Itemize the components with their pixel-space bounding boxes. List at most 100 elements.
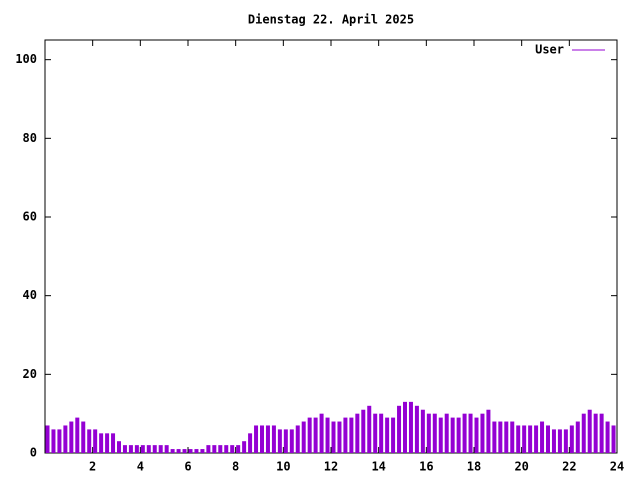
x-tick-label: 20 [514,460,528,474]
bar [355,413,360,453]
bar [57,429,62,453]
bar [361,409,366,453]
bar [182,449,187,453]
bar [218,445,223,453]
y-tick-label: 40 [23,288,37,302]
bar [450,417,455,453]
bar [122,445,127,453]
bar [510,421,515,453]
bar [128,445,133,453]
y-tick-label: 0 [30,446,37,460]
y-tick-label: 80 [23,131,37,145]
bar [146,445,151,453]
bar [462,413,467,453]
bar [593,413,598,453]
bar [575,421,580,453]
x-tick-label: 2 [89,460,96,474]
bar [516,425,521,453]
bar [438,417,443,453]
y-tick-label: 60 [23,210,37,224]
bar [212,445,217,453]
bar [480,413,485,453]
y-tick-label: 100 [15,52,37,66]
bar [81,421,86,453]
x-tick-label: 12 [324,460,338,474]
bar [194,449,199,453]
bar [51,429,56,453]
bar [373,413,378,453]
x-tick-label: 8 [232,460,239,474]
bar [546,425,550,453]
bar [367,405,372,453]
bar [319,413,324,453]
bar [426,413,431,453]
x-tick-label: 22 [562,460,576,474]
bar [170,449,175,453]
bar [254,425,259,453]
bar [313,417,318,453]
bar [134,445,139,453]
x-tick-label: 4 [137,460,144,474]
bar [403,401,407,453]
bar [277,429,282,453]
bar [498,421,503,453]
bar [534,425,539,453]
bar [611,425,616,453]
bar [551,429,556,453]
bar [93,429,98,453]
bar [188,449,193,453]
x-tick-label: 14 [371,460,385,474]
bar [587,409,592,453]
bar [158,445,163,453]
bar [486,409,491,453]
bar [75,417,80,453]
bar [200,449,205,453]
bar [337,421,342,453]
bar [307,417,312,453]
bar [569,425,574,453]
bar [563,429,568,453]
bar [379,413,384,453]
x-tick-label: 18 [467,460,481,474]
bar [468,413,473,453]
bar [540,421,545,453]
x-tick-label: 6 [184,460,191,474]
bar [111,433,116,453]
bar [599,413,604,453]
bar [391,417,396,453]
x-tick-label: 16 [419,460,433,474]
legend-label: User [535,43,564,57]
bar [289,429,294,453]
bar [432,413,437,453]
bar [87,429,92,453]
bar [408,401,413,453]
bar [283,429,288,453]
bar [343,417,348,453]
bar [522,425,527,453]
bar [164,445,169,453]
bar [248,433,253,453]
bar [140,445,145,453]
bar [236,445,241,453]
x-tick-label: 10 [276,460,290,474]
bar [69,421,74,453]
chart-title: Dienstag 22. April 2025 [248,13,414,27]
bar [331,421,336,453]
y-tick-label: 20 [23,367,37,381]
bar [456,417,461,453]
bar [474,417,479,453]
bar [444,413,449,453]
bar [45,425,50,453]
bar [504,421,509,453]
bar [63,425,68,453]
bar [230,445,235,453]
bar [206,445,211,453]
bar [557,429,562,453]
bar [349,417,354,453]
bar [492,421,497,453]
bar [176,449,181,453]
bar [397,405,402,453]
bar [265,425,270,453]
